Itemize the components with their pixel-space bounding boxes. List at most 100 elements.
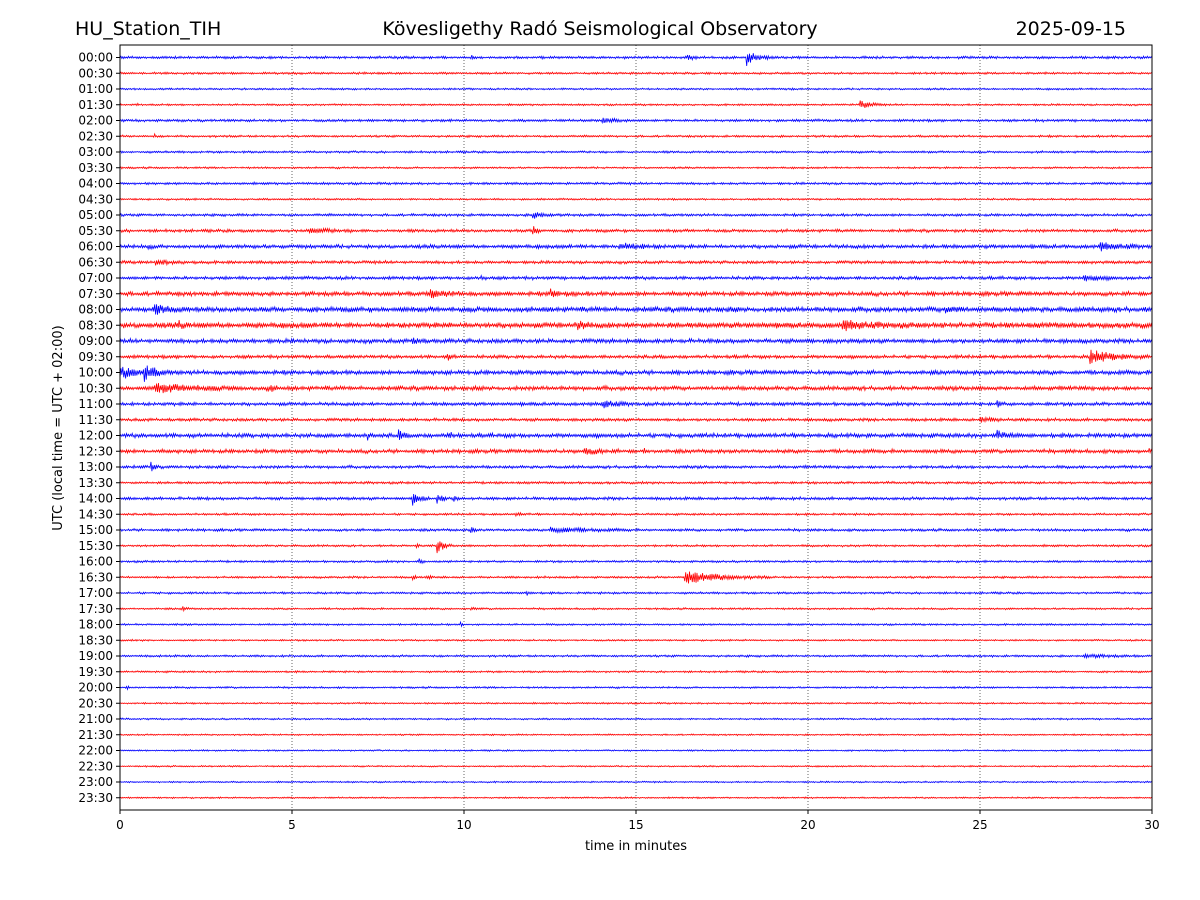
y-tick-label: 15:30 [78, 539, 113, 553]
y-tick-label: 12:00 [78, 429, 113, 443]
seismic-trace [119, 226, 1153, 235]
x-tick-label: 0 [116, 818, 124, 832]
y-tick-label: 09:30 [78, 350, 113, 364]
seismic-trace [119, 336, 1153, 345]
seismic-trace [119, 701, 1153, 706]
seismic-trace [119, 447, 1153, 456]
plot-frame [119, 44, 1153, 811]
y-tick-label: 08:00 [78, 303, 113, 317]
y-tick-label: 19:00 [78, 649, 113, 663]
y-tick-label: 04:00 [78, 177, 113, 191]
y-tick-label: 06:30 [78, 255, 113, 269]
seismic-trace [119, 796, 1153, 800]
seismic-trace [119, 620, 1153, 628]
y-axis-label: UTC (local time = UTC + 02:00) [51, 325, 66, 530]
y-tick-label: 01:00 [78, 82, 113, 96]
x-tick-label: 20 [800, 818, 815, 832]
seismic-trace [119, 197, 1153, 202]
seismic-trace [119, 400, 1153, 409]
y-tick-label: 09:00 [78, 334, 113, 348]
y-tick-label: 13:30 [78, 476, 113, 490]
y-tick-label: 06:00 [78, 240, 113, 254]
x-tick-label: 30 [1144, 818, 1159, 832]
y-tick-label: 11:30 [78, 413, 113, 427]
seismic-trace [119, 53, 1153, 66]
y-tick-label: 10:30 [78, 381, 113, 395]
y-tick-label: 22:00 [78, 744, 113, 758]
y-tick-label: 07:30 [78, 287, 113, 301]
seismic-trace [119, 349, 1153, 365]
y-tick-label: 11:00 [78, 397, 113, 411]
trace-group [119, 53, 1153, 800]
x-tick-label: 5 [288, 818, 296, 832]
chart-title: Kövesligethy Radó Seismological Observat… [382, 18, 817, 40]
seismic-trace [119, 571, 1153, 584]
grid-lines [291, 45, 981, 810]
seismic-trace [119, 669, 1153, 674]
y-tick-label: 10:00 [78, 366, 113, 380]
seismic-trace [119, 288, 1153, 299]
y-tick-label: 18:00 [78, 618, 113, 632]
y-tick-label: 02:30 [78, 129, 113, 143]
seismic-trace [119, 165, 1153, 170]
seismic-trace [119, 606, 1153, 613]
y-tick-label: 15:00 [78, 523, 113, 537]
y-tick-label: 12:30 [78, 444, 113, 458]
seismic-trace [119, 429, 1153, 441]
seismic-trace [119, 494, 1153, 506]
y-tick-label: 04:30 [78, 192, 113, 206]
seismic-trace [119, 258, 1153, 267]
seismic-trace [119, 132, 1153, 139]
y-tick-label: 20:00 [78, 681, 113, 695]
seismic-trace [119, 242, 1153, 252]
date-title: 2025-09-15 [1016, 18, 1126, 40]
y-tick-label: 21:30 [78, 728, 113, 742]
seismic-trace [119, 416, 1153, 424]
x-tick-label: 10 [456, 818, 471, 832]
y-tick-label: 14:00 [78, 492, 113, 506]
y-tick-label: 23:00 [78, 775, 113, 789]
seismic-trace [119, 733, 1153, 737]
y-tick-label: 14:30 [78, 507, 113, 521]
y-tick-label: 02:00 [78, 114, 113, 128]
seismic-trace [119, 461, 1153, 472]
seismic-trace [119, 590, 1153, 596]
y-tick-label: 22:30 [78, 759, 113, 773]
x-tick-label: 15 [628, 818, 643, 832]
seismic-trace [119, 365, 1153, 382]
x-axis-label: time in minutes [585, 839, 687, 854]
seismic-trace [119, 71, 1153, 76]
seismic-trace [119, 764, 1153, 768]
y-tick-label: 07:00 [78, 271, 113, 285]
y-tick-label: 18:30 [78, 633, 113, 647]
seismic-trace [119, 274, 1153, 282]
x-tick-group: 0 5 10 15 20 25 30 [116, 810, 1160, 832]
seismic-trace [119, 149, 1153, 155]
seismic-trace [119, 780, 1153, 784]
y-tick-label: 03:30 [78, 161, 113, 175]
seismic-trace [119, 319, 1153, 332]
seismic-trace [119, 100, 1153, 109]
station-title: HU_Station_TIH [75, 18, 221, 40]
y-tick-label: 17:00 [78, 586, 113, 600]
seismic-trace [119, 717, 1153, 721]
y-tick-label: 01:30 [78, 98, 113, 112]
y-tick-label: 16:30 [78, 570, 113, 584]
seismic-trace [119, 117, 1153, 125]
seismic-trace [119, 181, 1153, 186]
y-tick-label: 00:00 [78, 51, 113, 65]
seismic-trace [119, 526, 1153, 534]
seismic-trace [119, 304, 1153, 315]
seismic-trace [119, 558, 1153, 565]
y-tick-label: 16:00 [78, 555, 113, 569]
y-tick-label: 23:30 [78, 791, 113, 805]
y-tick-label: 20:30 [78, 696, 113, 710]
seismic-trace [119, 748, 1153, 753]
y-tick-label: 08:30 [78, 318, 113, 332]
x-tick-label: 25 [972, 818, 987, 832]
seismic-trace [119, 652, 1153, 660]
seismic-trace [119, 87, 1153, 91]
seismic-trace [119, 382, 1153, 394]
